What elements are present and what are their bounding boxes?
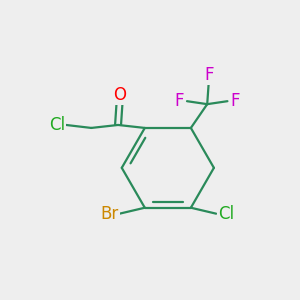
Text: F: F [204,66,214,84]
Text: F: F [175,92,184,110]
Text: F: F [230,92,240,110]
Text: Cl: Cl [49,116,65,134]
Text: Cl: Cl [218,205,234,223]
Text: O: O [113,86,126,104]
Text: Br: Br [100,205,119,223]
